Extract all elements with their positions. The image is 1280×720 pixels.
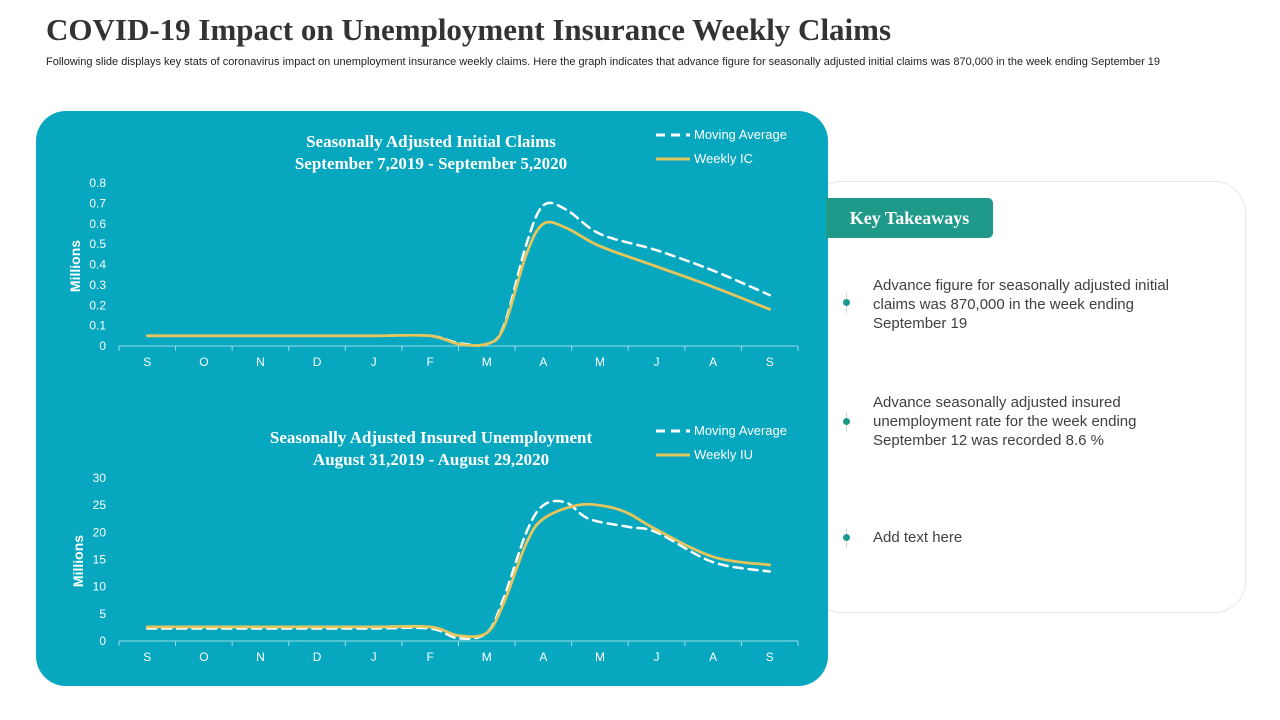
y-tick-label: 0.2 <box>89 298 106 312</box>
x-tick-label: D <box>313 650 322 664</box>
chart-subtitle: September 7,2019 - September 5,2020 <box>295 154 567 173</box>
y-tick-label: 0.8 <box>89 176 106 190</box>
takeaway-item-3: Add text here <box>873 529 963 546</box>
x-tick-label: A <box>709 650 717 664</box>
y-tick-label: 10 <box>93 580 107 594</box>
x-tick-label: J <box>654 355 660 369</box>
x-tick-label: D <box>313 355 322 369</box>
x-tick-label: A <box>539 650 547 664</box>
x-tick-label: M <box>595 650 605 664</box>
y-axis-label: Millions <box>70 535 86 587</box>
x-tick-label: S <box>143 355 151 369</box>
x-tick-label: S <box>766 650 774 664</box>
takeaway-item-2: Advance seasonally adjusted insured unem… <box>873 394 1137 449</box>
y-tick-label: 0.5 <box>89 237 106 251</box>
x-tick-label: M <box>482 355 492 369</box>
x-tick-label: M <box>482 650 492 664</box>
y-tick-label: 25 <box>93 498 107 512</box>
takeaway-item-1: Advance figure for seasonally adjusted i… <box>873 277 1170 332</box>
x-tick-label: F <box>427 355 434 369</box>
charts-panel <box>36 111 828 686</box>
y-tick-label: 0.3 <box>89 278 106 292</box>
x-tick-label: J <box>371 650 377 664</box>
x-tick-label: S <box>143 650 151 664</box>
legend-label: Moving Average <box>694 423 787 438</box>
y-tick-label: 15 <box>93 553 107 567</box>
y-tick-label: 0 <box>99 634 106 648</box>
x-tick-label: M <box>595 355 605 369</box>
y-tick-label: 0 <box>99 339 106 353</box>
legend-label: Moving Average <box>694 127 787 142</box>
x-tick-label: A <box>539 355 547 369</box>
weekly-line <box>145 220 772 347</box>
x-tick-label: N <box>256 650 265 664</box>
slide-title: COVID-19 Impact on Unemployment Insuranc… <box>46 12 892 47</box>
legend-label: Weekly IU <box>694 447 753 462</box>
legend-label: Weekly IC <box>694 151 753 166</box>
y-tick-label: 0.7 <box>89 196 106 210</box>
y-axis-label: Millions <box>67 240 83 292</box>
slide-subtitle: Following slide displays key stats of co… <box>46 56 1161 68</box>
moving-average-line <box>146 499 771 640</box>
bullet-dot-icon <box>843 299 850 306</box>
x-tick-label: N <box>256 355 265 369</box>
x-tick-label: O <box>199 650 208 664</box>
y-tick-label: 20 <box>93 525 107 539</box>
y-tick-label: 30 <box>93 471 107 485</box>
chart-title: Seasonally Adjusted Insured Unemployment <box>270 428 593 447</box>
chart-subtitle: August 31,2019 - August 29,2020 <box>313 450 549 469</box>
x-tick-label: J <box>654 650 660 664</box>
bullet-dot-icon <box>843 418 850 425</box>
y-tick-label: 0.1 <box>89 319 106 333</box>
x-tick-label: O <box>199 355 208 369</box>
weekly-line <box>145 502 772 639</box>
x-tick-label: F <box>427 650 434 664</box>
bullet-dot-icon <box>843 534 850 541</box>
x-tick-label: A <box>709 355 717 369</box>
chart-title: Seasonally Adjusted Initial Claims <box>306 132 556 151</box>
key-takeaways-card <box>810 181 1246 613</box>
x-tick-label: S <box>766 355 774 369</box>
y-tick-label: 0.4 <box>89 258 106 272</box>
y-tick-label: 0.6 <box>89 217 106 231</box>
x-tick-label: J <box>371 355 377 369</box>
y-tick-label: 5 <box>99 607 106 621</box>
key-takeaways-heading: Key Takeaways <box>826 198 993 238</box>
